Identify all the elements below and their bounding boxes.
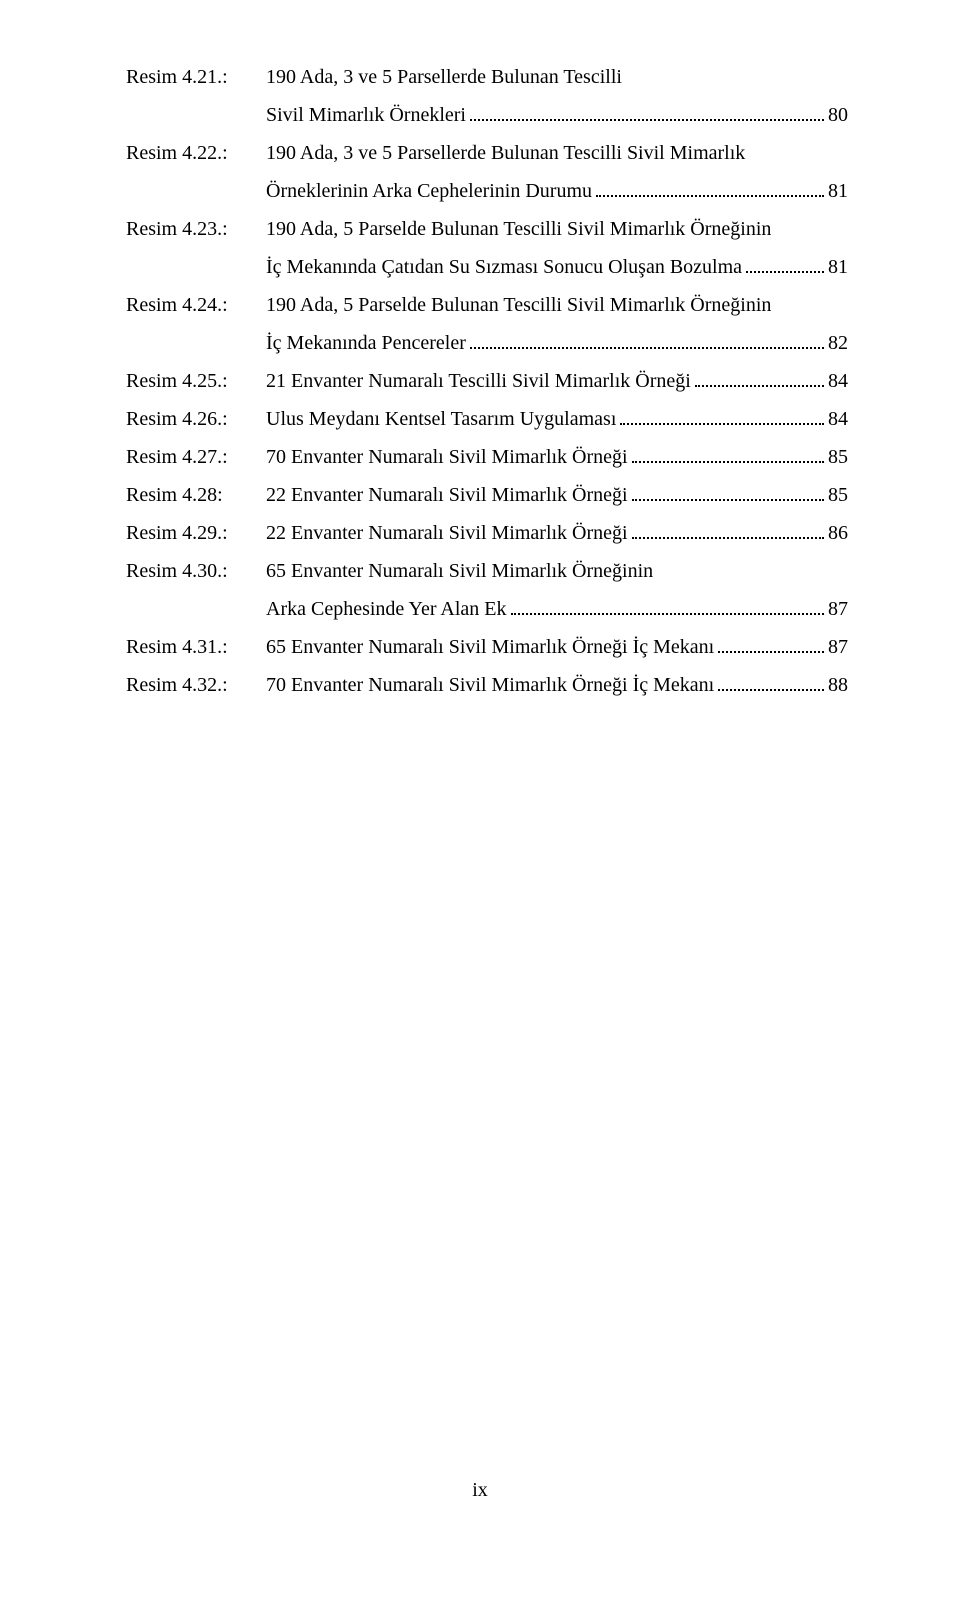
entry-page: 88 — [828, 666, 848, 704]
entry-label: Resim 4.26.: — [126, 400, 266, 438]
figure-entry: Resim 4.30.:65 Envanter Numaralı Sivil M… — [126, 552, 848, 628]
figure-entry: Resim 4.24.:190 Ada, 5 Parselde Bulunan … — [126, 286, 848, 362]
entry-label: Resim 4.25.: — [126, 362, 266, 400]
figure-list: Resim 4.21.:190 Ada, 3 ve 5 Parsellerde … — [126, 58, 848, 704]
entry-label: Resim 4.30.: — [126, 552, 266, 590]
dot-leader — [632, 519, 824, 539]
entry-end-line: İç Mekanında Pencereler 82 — [266, 324, 848, 362]
entry-end-text: 22 Envanter Numaralı Sivil Mimarlık Örne… — [266, 514, 628, 552]
figure-entry: Resim 4.26.:Ulus Meydanı Kentsel Tasarım… — [126, 400, 848, 438]
entry-end-text: 70 Envanter Numaralı Sivil Mimarlık Örne… — [266, 438, 628, 476]
dot-leader — [632, 443, 824, 463]
entry-end-line: 21 Envanter Numaralı Tescilli Sivil Mima… — [266, 362, 848, 400]
entry-label: Resim 4.28: — [126, 476, 266, 514]
entry-end-text: 65 Envanter Numaralı Sivil Mimarlık Örne… — [266, 628, 714, 666]
entry-label: Resim 4.29.: — [126, 514, 266, 552]
entry-end-text: 70 Envanter Numaralı Sivil Mimarlık Örne… — [266, 666, 714, 704]
figure-entry: Resim 4.29.:22 Envanter Numaralı Sivil M… — [126, 514, 848, 552]
figure-entry: Resim 4.27.:70 Envanter Numaralı Sivil M… — [126, 438, 848, 476]
dot-leader — [746, 253, 824, 273]
entry-end-text: Sivil Mimarlık Örnekleri — [266, 96, 466, 134]
entry-end-text: Örneklerinin Arka Cephelerinin Durumu — [266, 172, 592, 210]
dot-leader — [470, 329, 824, 349]
entry-line: 65 Envanter Numaralı Sivil Mimarlık Örne… — [266, 552, 848, 590]
entry-end-line: Ulus Meydanı Kentsel Tasarım Uygulaması 8… — [266, 400, 848, 438]
entry-body: 21 Envanter Numaralı Tescilli Sivil Mima… — [266, 362, 848, 400]
entry-label: Resim 4.24.: — [126, 286, 266, 324]
entry-end-text: İç Mekanında Pencereler — [266, 324, 466, 362]
entry-label: Resim 4.32.: — [126, 666, 266, 704]
figure-entry: Resim 4.23.:190 Ada, 5 Parselde Bulunan … — [126, 210, 848, 286]
dot-leader — [718, 671, 824, 691]
entry-body: 65 Envanter Numaralı Sivil Mimarlık Örne… — [266, 628, 848, 666]
entry-end-line: Örneklerinin Arka Cephelerinin Durumu 81 — [266, 172, 848, 210]
dot-leader — [718, 633, 824, 653]
entry-page: 85 — [828, 438, 848, 476]
dot-leader — [632, 481, 824, 501]
entry-end-text: 22 Envanter Numaralı Sivil Mimarlık Örne… — [266, 476, 628, 514]
dot-leader — [511, 595, 824, 615]
entry-line: 190 Ada, 3 ve 5 Parsellerde Bulunan Tesc… — [266, 58, 848, 96]
entry-body: 22 Envanter Numaralı Sivil Mimarlık Örne… — [266, 514, 848, 552]
entry-label: Resim 4.27.: — [126, 438, 266, 476]
entry-body: 70 Envanter Numaralı Sivil Mimarlık Örne… — [266, 438, 848, 476]
entry-body: 22 Envanter Numaralı Sivil Mimarlık Örne… — [266, 476, 848, 514]
entry-page: 86 — [828, 514, 848, 552]
entry-page: 84 — [828, 362, 848, 400]
entry-label: Resim 4.22.: — [126, 134, 266, 172]
dot-leader — [596, 177, 824, 197]
entry-label: Resim 4.21.: — [126, 58, 266, 96]
entry-end-text: Ulus Meydanı Kentsel Tasarım Uygulaması — [266, 400, 616, 438]
entry-label: Resim 4.31.: — [126, 628, 266, 666]
entry-page: 81 — [828, 248, 848, 286]
entry-page: 82 — [828, 324, 848, 362]
entry-line: 190 Ada, 3 ve 5 Parsellerde Bulunan Tesc… — [266, 134, 848, 172]
entry-page: 87 — [828, 590, 848, 628]
dot-leader — [470, 101, 824, 121]
entry-body: 190 Ada, 5 Parselde Bulunan Tescilli Siv… — [266, 286, 848, 362]
entry-end-text: İç Mekanında Çatıdan Su Sızması Sonucu O… — [266, 248, 742, 286]
dot-leader — [620, 405, 824, 425]
entry-end-line: 70 Envanter Numaralı Sivil Mimarlık Örne… — [266, 438, 848, 476]
entry-label: Resim 4.23.: — [126, 210, 266, 248]
entry-body: Ulus Meydanı Kentsel Tasarım Uygulaması 8… — [266, 400, 848, 438]
figure-entry: Resim 4.32.:70 Envanter Numaralı Sivil M… — [126, 666, 848, 704]
entry-line: 190 Ada, 5 Parselde Bulunan Tescilli Siv… — [266, 286, 848, 324]
entry-body: 190 Ada, 3 ve 5 Parsellerde Bulunan Tesc… — [266, 58, 848, 134]
entry-page: 84 — [828, 400, 848, 438]
entry-end-line: İç Mekanında Çatıdan Su Sızması Sonucu O… — [266, 248, 848, 286]
entry-body: 70 Envanter Numaralı Sivil Mimarlık Örne… — [266, 666, 848, 704]
figure-entry: Resim 4.21.:190 Ada, 3 ve 5 Parsellerde … — [126, 58, 848, 134]
entry-end-line: Sivil Mimarlık Örnekleri 80 — [266, 96, 848, 134]
entry-end-text: Arka Cephesinde Yer Alan Ek — [266, 590, 507, 628]
entry-body: 65 Envanter Numaralı Sivil Mimarlık Örne… — [266, 552, 848, 628]
page-number-roman: ix — [0, 1479, 960, 1502]
entry-page: 87 — [828, 628, 848, 666]
figure-entry: Resim 4.28:22 Envanter Numaralı Sivil Mi… — [126, 476, 848, 514]
entry-page: 80 — [828, 96, 848, 134]
figure-entry: Resim 4.25.:21 Envanter Numaralı Tescill… — [126, 362, 848, 400]
entry-body: 190 Ada, 3 ve 5 Parsellerde Bulunan Tesc… — [266, 134, 848, 210]
entry-end-line: 22 Envanter Numaralı Sivil Mimarlık Örne… — [266, 476, 848, 514]
figure-entry: Resim 4.31.:65 Envanter Numaralı Sivil M… — [126, 628, 848, 666]
entry-end-line: Arka Cephesinde Yer Alan Ek 87 — [266, 590, 848, 628]
entry-body: 190 Ada, 5 Parselde Bulunan Tescilli Siv… — [266, 210, 848, 286]
entry-line: 190 Ada, 5 Parselde Bulunan Tescilli Siv… — [266, 210, 848, 248]
entry-end-line: 70 Envanter Numaralı Sivil Mimarlık Örne… — [266, 666, 848, 704]
entry-end-line: 65 Envanter Numaralı Sivil Mimarlık Örne… — [266, 628, 848, 666]
entry-page: 81 — [828, 172, 848, 210]
dot-leader — [695, 367, 824, 387]
entry-end-line: 22 Envanter Numaralı Sivil Mimarlık Örne… — [266, 514, 848, 552]
entry-page: 85 — [828, 476, 848, 514]
figure-entry: Resim 4.22.:190 Ada, 3 ve 5 Parsellerde … — [126, 134, 848, 210]
entry-end-text: 21 Envanter Numaralı Tescilli Sivil Mima… — [266, 362, 691, 400]
